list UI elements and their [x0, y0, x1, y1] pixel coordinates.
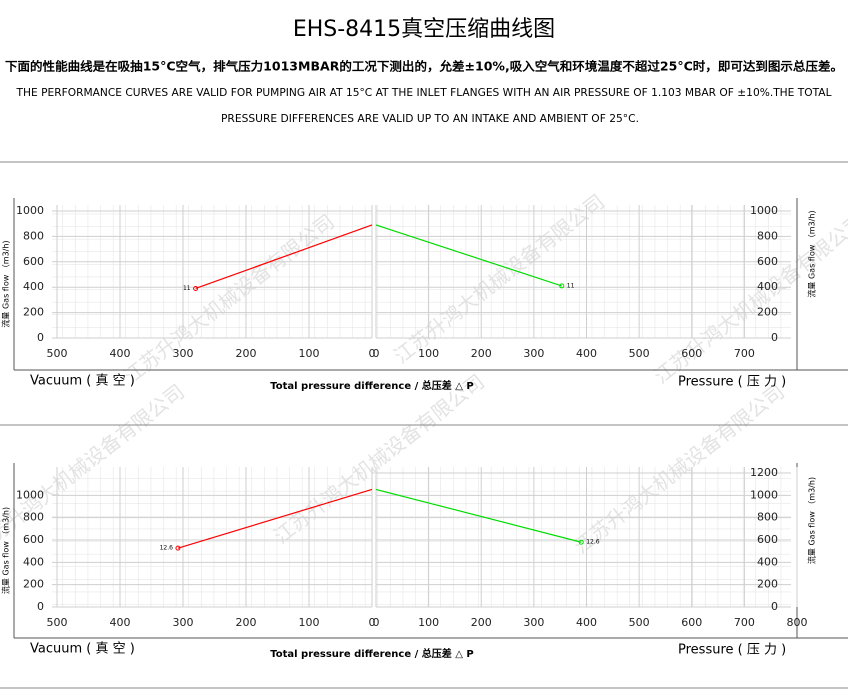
y-tick-label: 600	[757, 255, 778, 268]
subtitle-cn: 下面的性能曲线是在吸抽15°C空气，排气压力1013MBAR的工况下测出的，允差…	[5, 59, 843, 74]
x-tick-label: 700	[734, 347, 755, 360]
x-tick-label: 600	[681, 347, 702, 360]
y-tick-label: 1000	[16, 488, 44, 501]
y-tick-label: 200	[757, 306, 778, 319]
x-tick-label: 100	[418, 347, 439, 360]
data-point	[559, 283, 565, 289]
x-axis-label: Total pressure difference / 总压差 △ P	[270, 379, 474, 392]
y-tick-label: 0	[771, 600, 778, 613]
x-tick-label: 500	[47, 347, 68, 360]
pressure-label: Pressure ( 压 力 )	[678, 643, 786, 658]
point-label: 11	[567, 282, 575, 289]
y-tick-label: 1000	[16, 204, 44, 217]
y-tick-label: 600	[23, 533, 44, 546]
x-tick-label: 0	[369, 347, 376, 360]
data-line	[195, 224, 373, 290]
data-point	[193, 285, 199, 291]
y-tick-label: 200	[757, 578, 778, 591]
point-label: 11	[183, 285, 191, 292]
x-tick-label: 300	[523, 616, 544, 629]
x-tick-label: 0	[369, 616, 376, 629]
y-tick-label: 1000	[750, 204, 778, 217]
minor-grid	[52, 205, 372, 338]
x-tick-label: 500	[47, 616, 68, 629]
y-tick-label: 400	[757, 280, 778, 293]
x-tick-label: 500	[629, 347, 650, 360]
vacuum-label: Vacuum ( 真 空 )	[30, 374, 135, 389]
vacuum-label: Vacuum ( 真 空 )	[30, 642, 135, 657]
y-tick-label: 800	[23, 229, 44, 242]
y-axis-label: 流量 Gas flow （m3/h)	[807, 210, 817, 297]
title: EHS-8415真空压缩曲线图	[293, 17, 555, 42]
minor-grid	[52, 467, 372, 607]
data-line	[375, 488, 582, 543]
x-axis-label: Total pressure difference / 总压差 △ P	[270, 647, 474, 660]
point-label: 12.6	[586, 539, 600, 546]
data-line	[375, 224, 562, 287]
y-tick-label: 1000	[750, 488, 778, 501]
pressure-label: Pressure ( 压 力 )	[678, 375, 786, 390]
x-tick-label: 200	[471, 347, 492, 360]
x-tick-label: 200	[236, 616, 257, 629]
x-tick-label: 400	[576, 616, 597, 629]
y-tick-label: 800	[757, 229, 778, 242]
x-tick-label: 500	[629, 616, 650, 629]
x-tick-label: 300	[173, 347, 194, 360]
x-tick-label: 400	[110, 347, 131, 360]
x-tick-label: 0	[373, 616, 380, 629]
y-tick-label: 400	[757, 555, 778, 568]
x-tick-label: 400	[576, 347, 597, 360]
y-tick-label: 0	[771, 331, 778, 344]
y-tick-label: 600	[757, 533, 778, 546]
y-axis-label: 流量 Gas flow （m3/h)	[1, 507, 11, 594]
x-tick-label: 100	[418, 616, 439, 629]
subtitle-en: PRESSURE DIFFERENCES ARE VALID UP TO AN …	[221, 112, 639, 125]
y-tick-label: 600	[23, 255, 44, 268]
data-point	[175, 545, 181, 551]
x-tick-label: 400	[110, 616, 131, 629]
subtitle-en: THE PERFORMANCE CURVES ARE VALID FOR PUM…	[16, 86, 833, 99]
y-tick-label: 0	[37, 600, 44, 613]
data-point	[578, 539, 584, 545]
x-tick-label: 300	[523, 347, 544, 360]
x-tick-label: 800	[787, 616, 808, 629]
y-tick-label: 1200	[750, 466, 778, 479]
y-axis-label: 流量 Gas flow （m3/h)	[1, 240, 11, 327]
y-tick-label: 200	[23, 578, 44, 591]
x-tick-label: 300	[173, 616, 194, 629]
x-tick-label: 200	[236, 347, 257, 360]
x-tick-label: 600	[681, 616, 702, 629]
y-tick-label: 400	[23, 280, 44, 293]
y-tick-label: 800	[23, 511, 44, 524]
x-tick-label: 0	[373, 347, 380, 360]
y-tick-label: 400	[23, 555, 44, 568]
y-axis-label: 流量 Gas flow （m3/h)	[807, 477, 817, 564]
x-tick-label: 200	[471, 616, 492, 629]
y-tick-label: 800	[757, 511, 778, 524]
x-tick-label: 100	[299, 616, 320, 629]
minor-grid	[376, 467, 791, 607]
data-line	[177, 488, 373, 549]
x-tick-label: 700	[734, 616, 755, 629]
point-label: 12.6	[160, 545, 174, 552]
y-tick-label: 200	[23, 306, 44, 319]
minor-grid	[376, 205, 791, 338]
y-tick-label: 0	[37, 331, 44, 344]
x-tick-label: 100	[299, 347, 320, 360]
